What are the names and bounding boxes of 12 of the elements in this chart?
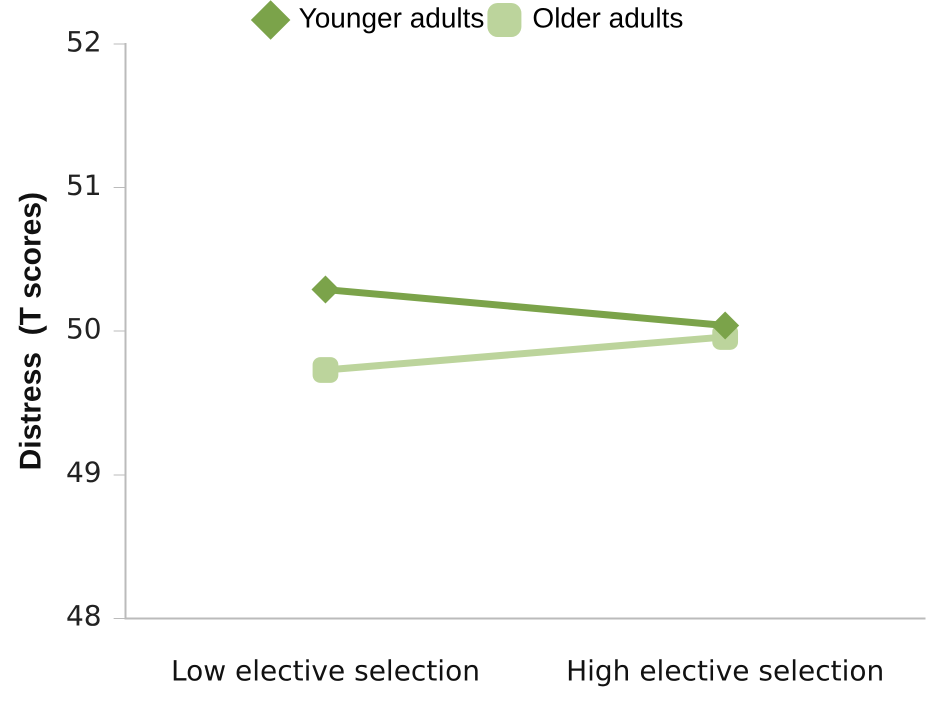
y-tick-label: 52 [66,25,102,58]
x-tick-label: High elective selection [566,654,884,688]
x-tick-label: Low elective selection [170,654,480,688]
legend-label: Younger adults [298,2,484,34]
y-axis-title: Distress (T scores) [14,192,48,470]
y-tick-label: 48 [66,600,102,633]
point [311,276,340,304]
y-tick-label: 49 [66,456,102,490]
y-tick-label: 51 [66,168,102,202]
y-tick-label: 50 [66,312,102,346]
legend-label: Older adults [532,2,684,34]
point [312,357,338,383]
